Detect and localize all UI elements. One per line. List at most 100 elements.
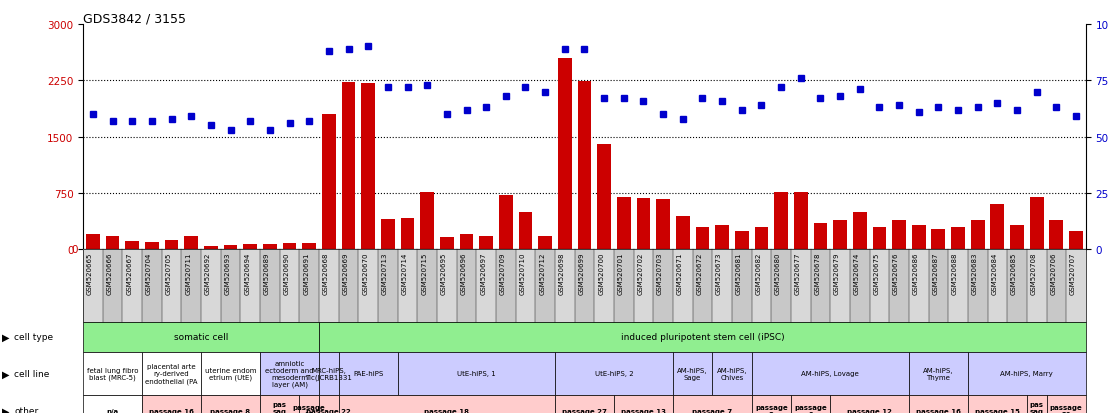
Text: uterine endom
etrium (UtE): uterine endom etrium (UtE) xyxy=(205,367,256,380)
Bar xyxy=(853,212,866,250)
Text: GSM520679: GSM520679 xyxy=(834,252,840,294)
Bar xyxy=(361,83,376,250)
Text: passage
13: passage 13 xyxy=(293,404,326,413)
Text: GSM520691: GSM520691 xyxy=(304,252,309,294)
Text: 0: 0 xyxy=(71,245,78,255)
Bar xyxy=(184,236,198,250)
Text: GSM520713: GSM520713 xyxy=(382,252,388,294)
Text: GSM520702: GSM520702 xyxy=(637,252,644,294)
Bar xyxy=(755,227,768,250)
Text: GSM520703: GSM520703 xyxy=(657,252,663,294)
Text: GSM520670: GSM520670 xyxy=(362,252,368,294)
Text: GSM520687: GSM520687 xyxy=(932,252,938,294)
Text: MRC-hiPS,
Tic(JCRB1331: MRC-hiPS, Tic(JCRB1331 xyxy=(306,367,352,380)
Bar xyxy=(637,198,650,250)
Text: GSM520694: GSM520694 xyxy=(244,252,250,294)
Text: GSM520696: GSM520696 xyxy=(461,252,466,294)
Text: pas
sag
e 19: pas sag e 19 xyxy=(1028,401,1045,413)
Text: GSM520701: GSM520701 xyxy=(618,252,624,294)
Text: GSM520678: GSM520678 xyxy=(814,252,820,294)
Bar xyxy=(1029,197,1044,250)
Text: GSM520677: GSM520677 xyxy=(794,252,801,294)
Bar xyxy=(676,216,689,250)
Bar xyxy=(341,83,356,250)
Bar xyxy=(1010,226,1024,250)
Text: GSM520683: GSM520683 xyxy=(972,252,977,294)
Text: PAE-hiPS: PAE-hiPS xyxy=(353,370,383,377)
Text: other: other xyxy=(14,406,39,413)
Text: GSM520698: GSM520698 xyxy=(558,252,565,294)
Bar xyxy=(322,115,336,250)
Text: GSM520671: GSM520671 xyxy=(677,252,683,294)
Text: passage 16: passage 16 xyxy=(150,408,194,413)
Text: passage 12: passage 12 xyxy=(848,408,892,413)
Bar xyxy=(558,59,572,250)
Text: cell type: cell type xyxy=(14,332,53,342)
Bar xyxy=(224,245,237,250)
Bar xyxy=(460,235,473,250)
Text: GSM520673: GSM520673 xyxy=(716,252,722,294)
Text: cell line: cell line xyxy=(14,369,50,378)
Text: GDS3842 / 3155: GDS3842 / 3155 xyxy=(83,12,186,25)
Bar xyxy=(813,223,828,250)
Text: UtE-hiPS, 1: UtE-hiPS, 1 xyxy=(456,370,495,377)
Text: passage 18: passage 18 xyxy=(424,408,470,413)
Text: GSM520708: GSM520708 xyxy=(1030,252,1037,294)
Bar xyxy=(204,246,218,250)
Bar xyxy=(302,244,316,250)
Text: ▶: ▶ xyxy=(2,332,10,342)
Bar xyxy=(86,235,100,250)
Bar xyxy=(971,221,985,250)
Text: GSM520666: GSM520666 xyxy=(106,252,113,294)
Bar xyxy=(577,82,592,250)
Bar xyxy=(833,221,847,250)
Bar xyxy=(165,241,178,250)
Bar xyxy=(105,236,120,250)
Text: GSM520686: GSM520686 xyxy=(913,252,919,294)
Text: passage
9: passage 9 xyxy=(794,404,827,413)
Bar xyxy=(617,197,630,250)
Bar xyxy=(597,145,611,250)
Text: GSM520681: GSM520681 xyxy=(736,252,741,294)
Bar xyxy=(480,236,493,250)
Text: GSM520680: GSM520680 xyxy=(776,252,781,294)
Text: ▶: ▶ xyxy=(2,368,10,379)
Text: passage 13: passage 13 xyxy=(620,408,666,413)
Text: passage
20: passage 20 xyxy=(1049,404,1083,413)
Text: UtE-hiPS, 2: UtE-hiPS, 2 xyxy=(595,370,634,377)
Bar xyxy=(716,226,729,250)
Text: fetal lung fibro
blast (MRC-5): fetal lung fibro blast (MRC-5) xyxy=(86,367,138,380)
Text: AM-hiPS,
Chives: AM-hiPS, Chives xyxy=(717,367,747,380)
Bar xyxy=(696,227,709,250)
Bar xyxy=(793,193,808,250)
Text: GSM520692: GSM520692 xyxy=(205,252,211,294)
Text: GSM520699: GSM520699 xyxy=(578,252,585,294)
Bar xyxy=(872,227,886,250)
Bar xyxy=(656,199,670,250)
Text: GSM520705: GSM520705 xyxy=(165,252,172,294)
Bar xyxy=(774,193,788,250)
Text: passage 7: passage 7 xyxy=(692,408,732,413)
Text: GSM520695: GSM520695 xyxy=(441,252,447,294)
Bar xyxy=(932,230,945,250)
Text: GSM520693: GSM520693 xyxy=(225,252,230,294)
Bar xyxy=(125,242,140,250)
Text: GSM520688: GSM520688 xyxy=(952,252,958,294)
Bar xyxy=(519,212,532,250)
Bar xyxy=(951,227,965,250)
Text: placental arte
ry-derived
endothelial (PA: placental arte ry-derived endothelial (P… xyxy=(145,363,198,384)
Bar xyxy=(991,205,1004,250)
Text: GSM520685: GSM520685 xyxy=(1010,252,1017,294)
Text: GSM520689: GSM520689 xyxy=(264,252,270,294)
Text: GSM520714: GSM520714 xyxy=(401,252,408,294)
Text: GSM520684: GSM520684 xyxy=(992,252,997,294)
Text: GSM520669: GSM520669 xyxy=(342,252,349,294)
Bar xyxy=(283,244,297,250)
Bar xyxy=(420,193,434,250)
Text: GSM520697: GSM520697 xyxy=(480,252,486,294)
Text: passage 27: passage 27 xyxy=(562,408,607,413)
Bar xyxy=(538,236,552,250)
Bar xyxy=(912,225,925,250)
Text: GSM520710: GSM520710 xyxy=(520,252,525,294)
Text: AM-hiPS,
Thyme: AM-hiPS, Thyme xyxy=(923,367,954,380)
